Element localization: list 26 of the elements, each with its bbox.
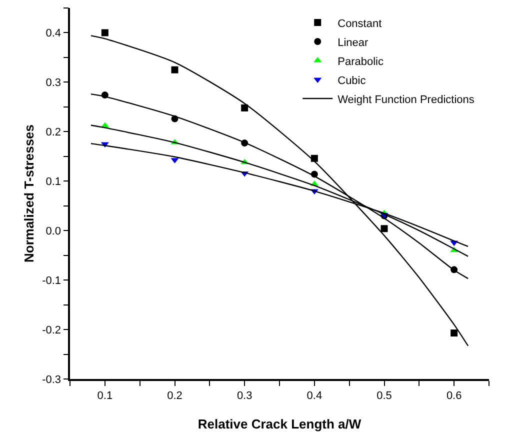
x-axis-title: Relative Crack Length a/W xyxy=(198,416,362,432)
x-tick-label: 0.4 xyxy=(306,390,322,402)
legend-label: Parabolic xyxy=(338,56,384,68)
point xyxy=(101,29,108,36)
y-axis-title: Normalized T-stresses xyxy=(22,124,36,263)
point xyxy=(241,104,248,112)
legend-label: Weight Function Predictions xyxy=(338,94,475,106)
x-tick-label: 0.1 xyxy=(97,390,113,402)
x-tick-label: 0.2 xyxy=(167,390,182,402)
y-tick-label: -0.3 xyxy=(42,374,62,386)
point xyxy=(380,225,388,232)
x-tick-label: 0.5 xyxy=(376,390,392,402)
y-tick-label: -0.2 xyxy=(42,324,62,336)
point xyxy=(171,66,178,74)
y-tick-label: 0.1 xyxy=(46,176,62,188)
y-tick-label: 0.0 xyxy=(46,225,62,238)
y-tick-label: 0.2 xyxy=(46,126,62,139)
legend-label: Cubic xyxy=(338,74,366,87)
y-tick-label: -0.1 xyxy=(42,274,62,287)
y-tick-label: 0.3 xyxy=(46,77,62,90)
legend-label: Linear xyxy=(338,36,369,49)
x-tick-label: 0.6 xyxy=(446,390,462,402)
point xyxy=(450,330,458,336)
legend-label: Constant xyxy=(338,18,382,30)
x-tick-label: 0.3 xyxy=(236,390,252,402)
y-tick-label: 0.4 xyxy=(46,28,62,40)
